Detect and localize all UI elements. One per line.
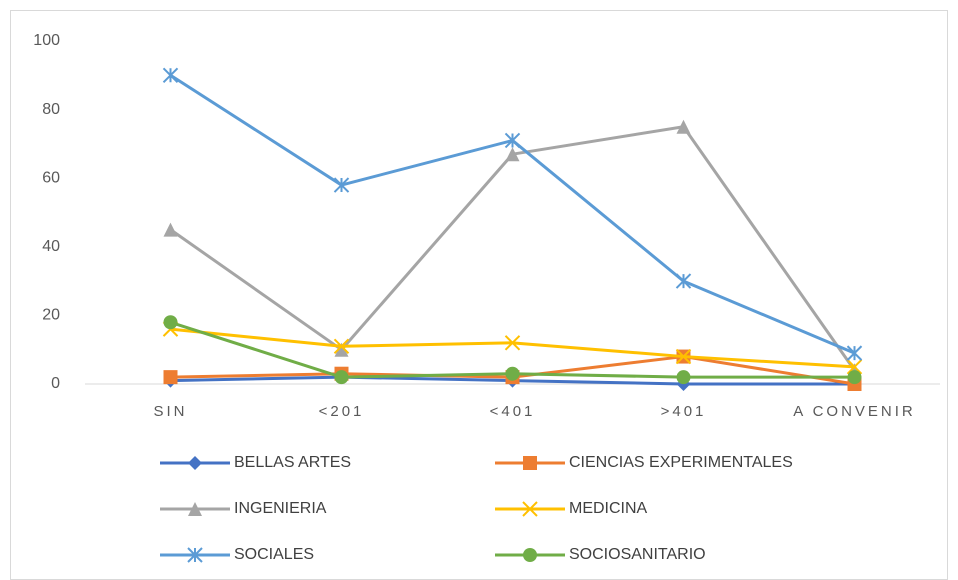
marker bbox=[504, 335, 521, 351]
marker bbox=[334, 370, 349, 385]
x-tick-label: <201 bbox=[319, 403, 365, 420]
x-tick-label: SIN bbox=[153, 403, 187, 420]
marker bbox=[333, 338, 350, 354]
marker bbox=[676, 119, 691, 134]
legend-label: BELLAS ARTES bbox=[234, 454, 351, 471]
x-tick-label: A CONVENIR bbox=[793, 403, 916, 420]
marker bbox=[163, 315, 178, 330]
marker bbox=[505, 366, 520, 381]
y-tick-label: 0 bbox=[51, 375, 60, 392]
marker bbox=[523, 548, 537, 562]
marker bbox=[847, 370, 862, 385]
legend-label: SOCIOSANITARIO bbox=[569, 546, 706, 563]
marker bbox=[333, 177, 350, 193]
marker bbox=[504, 132, 521, 149]
legend-label: INGENIERIA bbox=[234, 500, 327, 517]
marker bbox=[334, 342, 349, 357]
marker bbox=[675, 348, 692, 365]
marker bbox=[523, 456, 537, 470]
x-tick-label: <401 bbox=[490, 403, 536, 420]
marker bbox=[163, 370, 178, 385]
marker bbox=[188, 502, 202, 516]
marker bbox=[846, 345, 863, 361]
marker bbox=[505, 147, 520, 162]
legend-label: SOCIALES bbox=[234, 546, 314, 563]
marker bbox=[162, 67, 179, 84]
marker bbox=[522, 501, 538, 517]
marker bbox=[187, 547, 203, 563]
legend-label: CIENCIAS EXPERIMENTALES bbox=[569, 454, 793, 471]
marker bbox=[188, 456, 202, 470]
y-tick-label: 60 bbox=[42, 169, 60, 186]
y-tick-label: 80 bbox=[42, 101, 60, 118]
y-tick-label: 40 bbox=[42, 238, 60, 255]
legend-label: MEDICINA bbox=[569, 500, 648, 517]
marker bbox=[846, 359, 863, 375]
marker bbox=[163, 222, 178, 237]
chart-border bbox=[10, 10, 948, 580]
y-tick-label: 100 bbox=[33, 32, 60, 49]
marker bbox=[675, 273, 692, 289]
x-tick-label: >401 bbox=[661, 403, 707, 420]
marker bbox=[676, 370, 691, 385]
y-tick-label: 20 bbox=[42, 307, 60, 324]
